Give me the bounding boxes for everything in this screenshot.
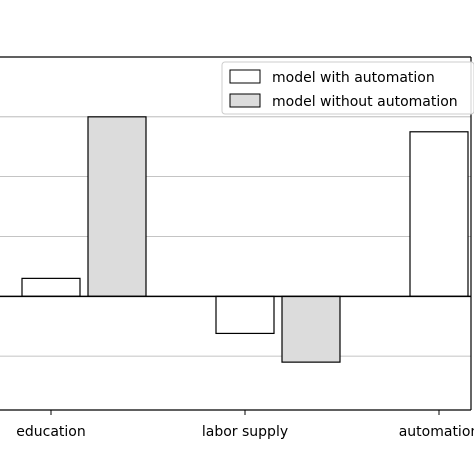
legend-label: model without automation [272,94,458,110]
legend-swatch [229,93,261,108]
bar [87,116,147,297]
bar [281,295,341,363]
legend-label: model with automation [272,70,435,86]
legend-box [221,61,474,115]
axes [0,56,472,411]
legend-swatch [229,69,261,84]
bar [409,131,469,297]
x-tick-label: education [16,424,85,440]
x-tick-label: labor supply [202,424,288,440]
bar [21,277,81,297]
legend: model with automation model without autom… [221,61,474,115]
bar [215,295,275,335]
bars [21,116,469,363]
x-tick-labels: education labor supply automation [16,410,474,440]
x-tick-label: automation [399,424,474,440]
